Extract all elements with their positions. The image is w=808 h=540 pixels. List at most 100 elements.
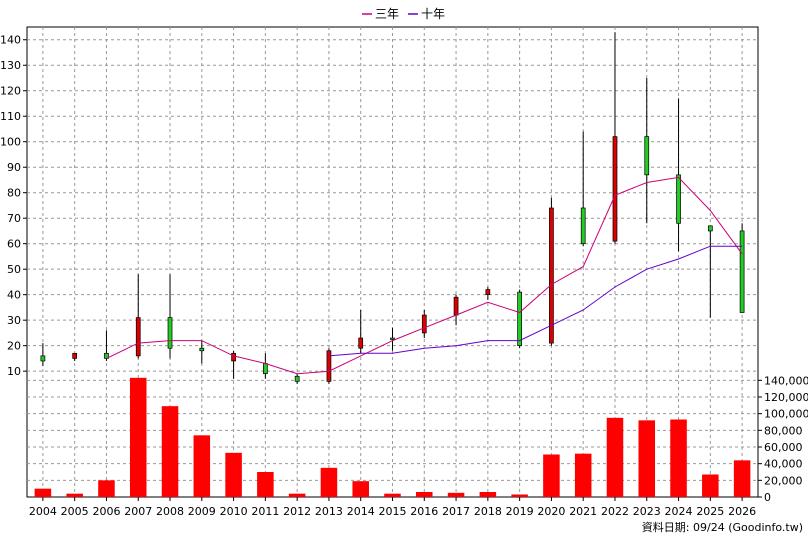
candle-body xyxy=(199,347,205,352)
candle-2004 xyxy=(40,343,46,367)
candle-body xyxy=(739,230,745,313)
year-tick-label: 2015 xyxy=(379,505,407,518)
year-tick-label: 2022 xyxy=(601,505,629,518)
volume-tick-label: 20,000 xyxy=(764,474,803,487)
volume-bar-2024 xyxy=(670,419,687,497)
year-tick-label: 2025 xyxy=(696,505,724,518)
volume-bar-2008 xyxy=(161,406,179,497)
price-tick-label: 20 xyxy=(7,340,21,353)
price-tick-label: 40 xyxy=(7,289,21,302)
price-tick-label: 80 xyxy=(7,187,21,200)
price-axis-ticks: 10 20 30 40 50 60 70 80 90 100 110 120 130 140 xyxy=(0,34,27,378)
legend-item-ten-year: 十年 xyxy=(408,7,445,21)
volume-bar-2021 xyxy=(574,453,592,497)
volume-bar-2025 xyxy=(702,474,719,497)
candle-body xyxy=(676,174,681,224)
candle-body xyxy=(294,375,300,382)
volume-bar-2009 xyxy=(193,435,211,497)
year-tick-label: 2014 xyxy=(347,505,375,518)
candle-body xyxy=(390,337,395,340)
price-tick-label: 70 xyxy=(7,212,21,225)
year-tick-label: 2009 xyxy=(188,505,216,518)
candle-body xyxy=(644,136,650,176)
candle-2006 xyxy=(104,330,109,361)
year-tick-label: 2008 xyxy=(156,505,184,518)
candle-body xyxy=(358,337,364,349)
candle-body xyxy=(40,355,46,362)
volume-axis-ticks: 0 20,000 40,000 60,000 80,000 100,000 120,000 1… xyxy=(758,374,808,504)
year-tick-label: 2005 xyxy=(61,505,89,518)
volume-tick-label: 40,000 xyxy=(764,458,803,471)
year-tick-label: 2020 xyxy=(537,505,565,518)
volume-bar-2020 xyxy=(543,454,560,497)
price-tick-label: 50 xyxy=(7,263,21,276)
candle-body xyxy=(707,225,713,232)
price-tick-label: 60 xyxy=(7,238,21,251)
candle-body xyxy=(517,291,522,347)
volume-bar-2022 xyxy=(606,417,624,497)
year-tick-label: 2016 xyxy=(410,505,438,518)
candle-2026 xyxy=(739,223,745,313)
year-tick-label: 2026 xyxy=(728,505,756,518)
year-tick-label: 2010 xyxy=(220,505,248,518)
volume-bar-2026 xyxy=(733,460,751,497)
candle-2012 xyxy=(294,373,300,384)
price-tick-label: 90 xyxy=(7,161,21,174)
price-tick-label: 140 xyxy=(0,34,21,47)
candle-body xyxy=(263,363,268,375)
legend-label: 三年 xyxy=(375,7,399,21)
candle-2019 xyxy=(517,289,522,349)
price-tick-label: 120 xyxy=(0,85,21,98)
volume-bar-2023 xyxy=(638,420,656,497)
candle-body xyxy=(549,207,554,344)
candle-2016 xyxy=(421,309,427,339)
year-tick-label: 2004 xyxy=(29,505,57,518)
year-tick-label: 2021 xyxy=(569,505,597,518)
candle-body xyxy=(612,136,618,242)
candle-body xyxy=(135,317,141,357)
volume-bar-2017 xyxy=(447,492,465,497)
candle-2014 xyxy=(358,309,364,354)
year-tick-label: 2013 xyxy=(315,505,343,518)
year-tick-label: 2012 xyxy=(283,505,311,518)
price-tick-label: 110 xyxy=(0,110,21,123)
volume-tick-label: 120,000 xyxy=(764,391,808,404)
volume-bar-2012 xyxy=(288,493,306,497)
candles xyxy=(40,32,745,384)
year-tick-label: 2023 xyxy=(633,505,661,518)
volume-bars xyxy=(34,377,751,497)
year-axis-ticks: 2004 2005 2006 2007 2008 2009 2010 2011 2012 2013… xyxy=(29,497,756,518)
candle-body xyxy=(326,350,332,382)
legend-item-three-year: 三年 xyxy=(362,7,399,21)
volume-tick-label: 0 xyxy=(764,491,771,504)
volume-bar-2014 xyxy=(352,481,369,497)
candle-2018 xyxy=(485,287,491,300)
candle-2023 xyxy=(644,77,650,224)
price-tick-label: 100 xyxy=(0,136,21,149)
volume-bar-2013 xyxy=(320,467,338,497)
candle-2025 xyxy=(707,225,713,318)
volume-bar-2015 xyxy=(384,493,401,497)
series-line-ten-year xyxy=(328,245,743,357)
candle-2015 xyxy=(390,327,395,351)
volume-tick-label: 140,000 xyxy=(764,374,808,387)
volume-tick-label: 100,000 xyxy=(764,408,808,421)
year-tick-label: 2018 xyxy=(474,505,502,518)
candle-body xyxy=(72,352,78,359)
candle-2013 xyxy=(326,348,332,384)
volume-bar-2011 xyxy=(257,472,274,497)
candle-body xyxy=(167,317,173,349)
candle-body xyxy=(485,289,491,296)
volume-bar-2006 xyxy=(98,480,115,497)
year-tick-label: 2019 xyxy=(506,505,534,518)
year-tick-label: 2007 xyxy=(124,505,152,518)
candle-2024 xyxy=(676,98,681,252)
chart-legend: 三年 十年 xyxy=(362,7,445,21)
candle-body xyxy=(453,296,459,316)
volume-tick-label: 80,000 xyxy=(764,424,803,437)
candle-2009 xyxy=(199,340,205,364)
candle-body xyxy=(421,314,427,334)
volume-bar-2004 xyxy=(34,488,52,497)
volume-bar-2016 xyxy=(416,492,433,497)
